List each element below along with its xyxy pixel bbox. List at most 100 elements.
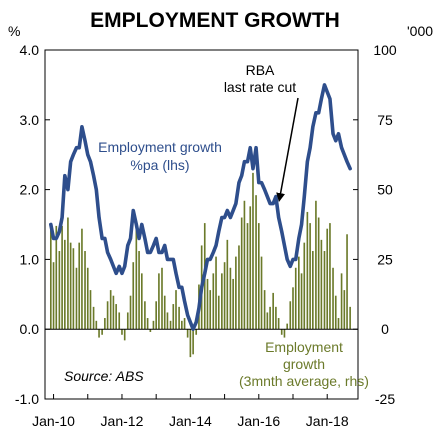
bar — [118, 312, 121, 330]
line-series-label: Employment growth %pa (lhs) — [98, 139, 222, 173]
bar — [298, 256, 300, 330]
right-axis-unit: '000 — [407, 23, 433, 39]
bar — [289, 301, 292, 330]
bar — [155, 301, 157, 330]
bar — [158, 273, 160, 330]
line-series-label-line: %pa (lhs) — [130, 157, 189, 173]
x-tick-label: Jan-16 — [237, 413, 280, 429]
bar — [115, 304, 117, 330]
rba-arrow — [276, 97, 299, 203]
bar — [212, 273, 215, 330]
bar — [263, 290, 266, 330]
right-tick-label: 25 — [377, 251, 393, 267]
left-axis-unit: % — [8, 23, 20, 39]
bar — [292, 287, 294, 330]
bar — [58, 251, 61, 330]
bar — [326, 228, 329, 330]
bar — [240, 217, 243, 330]
bar — [64, 239, 66, 330]
bar — [249, 206, 252, 330]
bar — [132, 262, 135, 330]
bar — [329, 223, 331, 330]
line-series — [49, 83, 352, 331]
bar — [280, 329, 283, 335]
bar — [232, 278, 234, 330]
bar — [286, 323, 289, 330]
bar — [169, 320, 172, 330]
bar — [243, 200, 246, 330]
bar — [138, 251, 140, 330]
bar — [192, 329, 194, 355]
bar — [303, 242, 306, 330]
bar — [189, 329, 192, 358]
bar — [226, 239, 229, 330]
bar — [229, 267, 232, 330]
bar — [209, 290, 212, 330]
bar — [183, 318, 186, 330]
bar — [101, 329, 103, 335]
left-tick-label: 4.0 — [20, 42, 40, 58]
bar — [320, 239, 323, 330]
x-tick-label: Jan-12 — [101, 413, 144, 429]
bar — [135, 228, 138, 330]
bar — [163, 295, 166, 330]
bar — [178, 306, 180, 330]
bar — [140, 273, 143, 330]
bar — [246, 223, 249, 330]
bar — [312, 251, 314, 330]
bar — [315, 200, 317, 330]
annotations: Employment growth %pa (lhs) Employment grow… — [64, 62, 369, 389]
bar — [323, 251, 326, 330]
right-tick-label: 75 — [377, 112, 393, 128]
bar — [161, 267, 163, 330]
bar — [92, 306, 95, 330]
axis-ticks: 4.0 3.0 2.0 1.0 0.0 -1.0 100 75 50 25 0 -25 Jan-10 Ja… — [15, 42, 397, 429]
bar — [283, 329, 286, 338]
bar — [206, 278, 209, 330]
bar — [78, 242, 81, 330]
bar — [86, 267, 89, 330]
bar — [337, 318, 340, 330]
bar — [175, 290, 177, 330]
bar — [223, 262, 226, 330]
bar — [266, 312, 269, 330]
bar — [72, 248, 75, 330]
bar — [49, 223, 52, 330]
chart-title: EMPLOYMENT GROWTH — [90, 9, 340, 32]
bar — [260, 256, 263, 330]
bar — [144, 301, 146, 330]
bar — [349, 306, 351, 330]
bar — [67, 217, 69, 330]
bar — [221, 273, 223, 330]
rba-annotation-line: last rate cut — [224, 79, 296, 95]
left-tick-label: -1.0 — [15, 391, 39, 407]
bar — [55, 225, 58, 330]
bar — [89, 290, 92, 330]
bar — [306, 211, 309, 330]
bar — [269, 306, 271, 330]
bar — [149, 329, 152, 332]
bar — [255, 195, 257, 330]
bar — [112, 295, 115, 330]
x-tick-label: Jan-18 — [306, 413, 349, 429]
bar-series-label-line: (3mnth average, rhs) — [239, 373, 369, 389]
bar — [181, 320, 183, 330]
rba-annotation-line: RBA — [246, 62, 275, 78]
bar — [275, 306, 277, 330]
bar — [126, 312, 129, 330]
bar — [343, 290, 346, 330]
bar — [238, 245, 240, 330]
right-tick-label: 0 — [381, 321, 389, 337]
bar — [129, 295, 132, 330]
left-tick-label: 0.0 — [20, 321, 40, 337]
plot-border — [44, 49, 359, 400]
bar — [186, 329, 189, 338]
bar — [95, 320, 98, 330]
left-tick-label: 2.0 — [20, 182, 40, 198]
bar — [75, 267, 78, 330]
plot-frame — [44, 49, 359, 400]
x-tick-label: Jan-14 — [169, 413, 212, 429]
bar — [346, 234, 348, 330]
bar — [152, 320, 155, 330]
